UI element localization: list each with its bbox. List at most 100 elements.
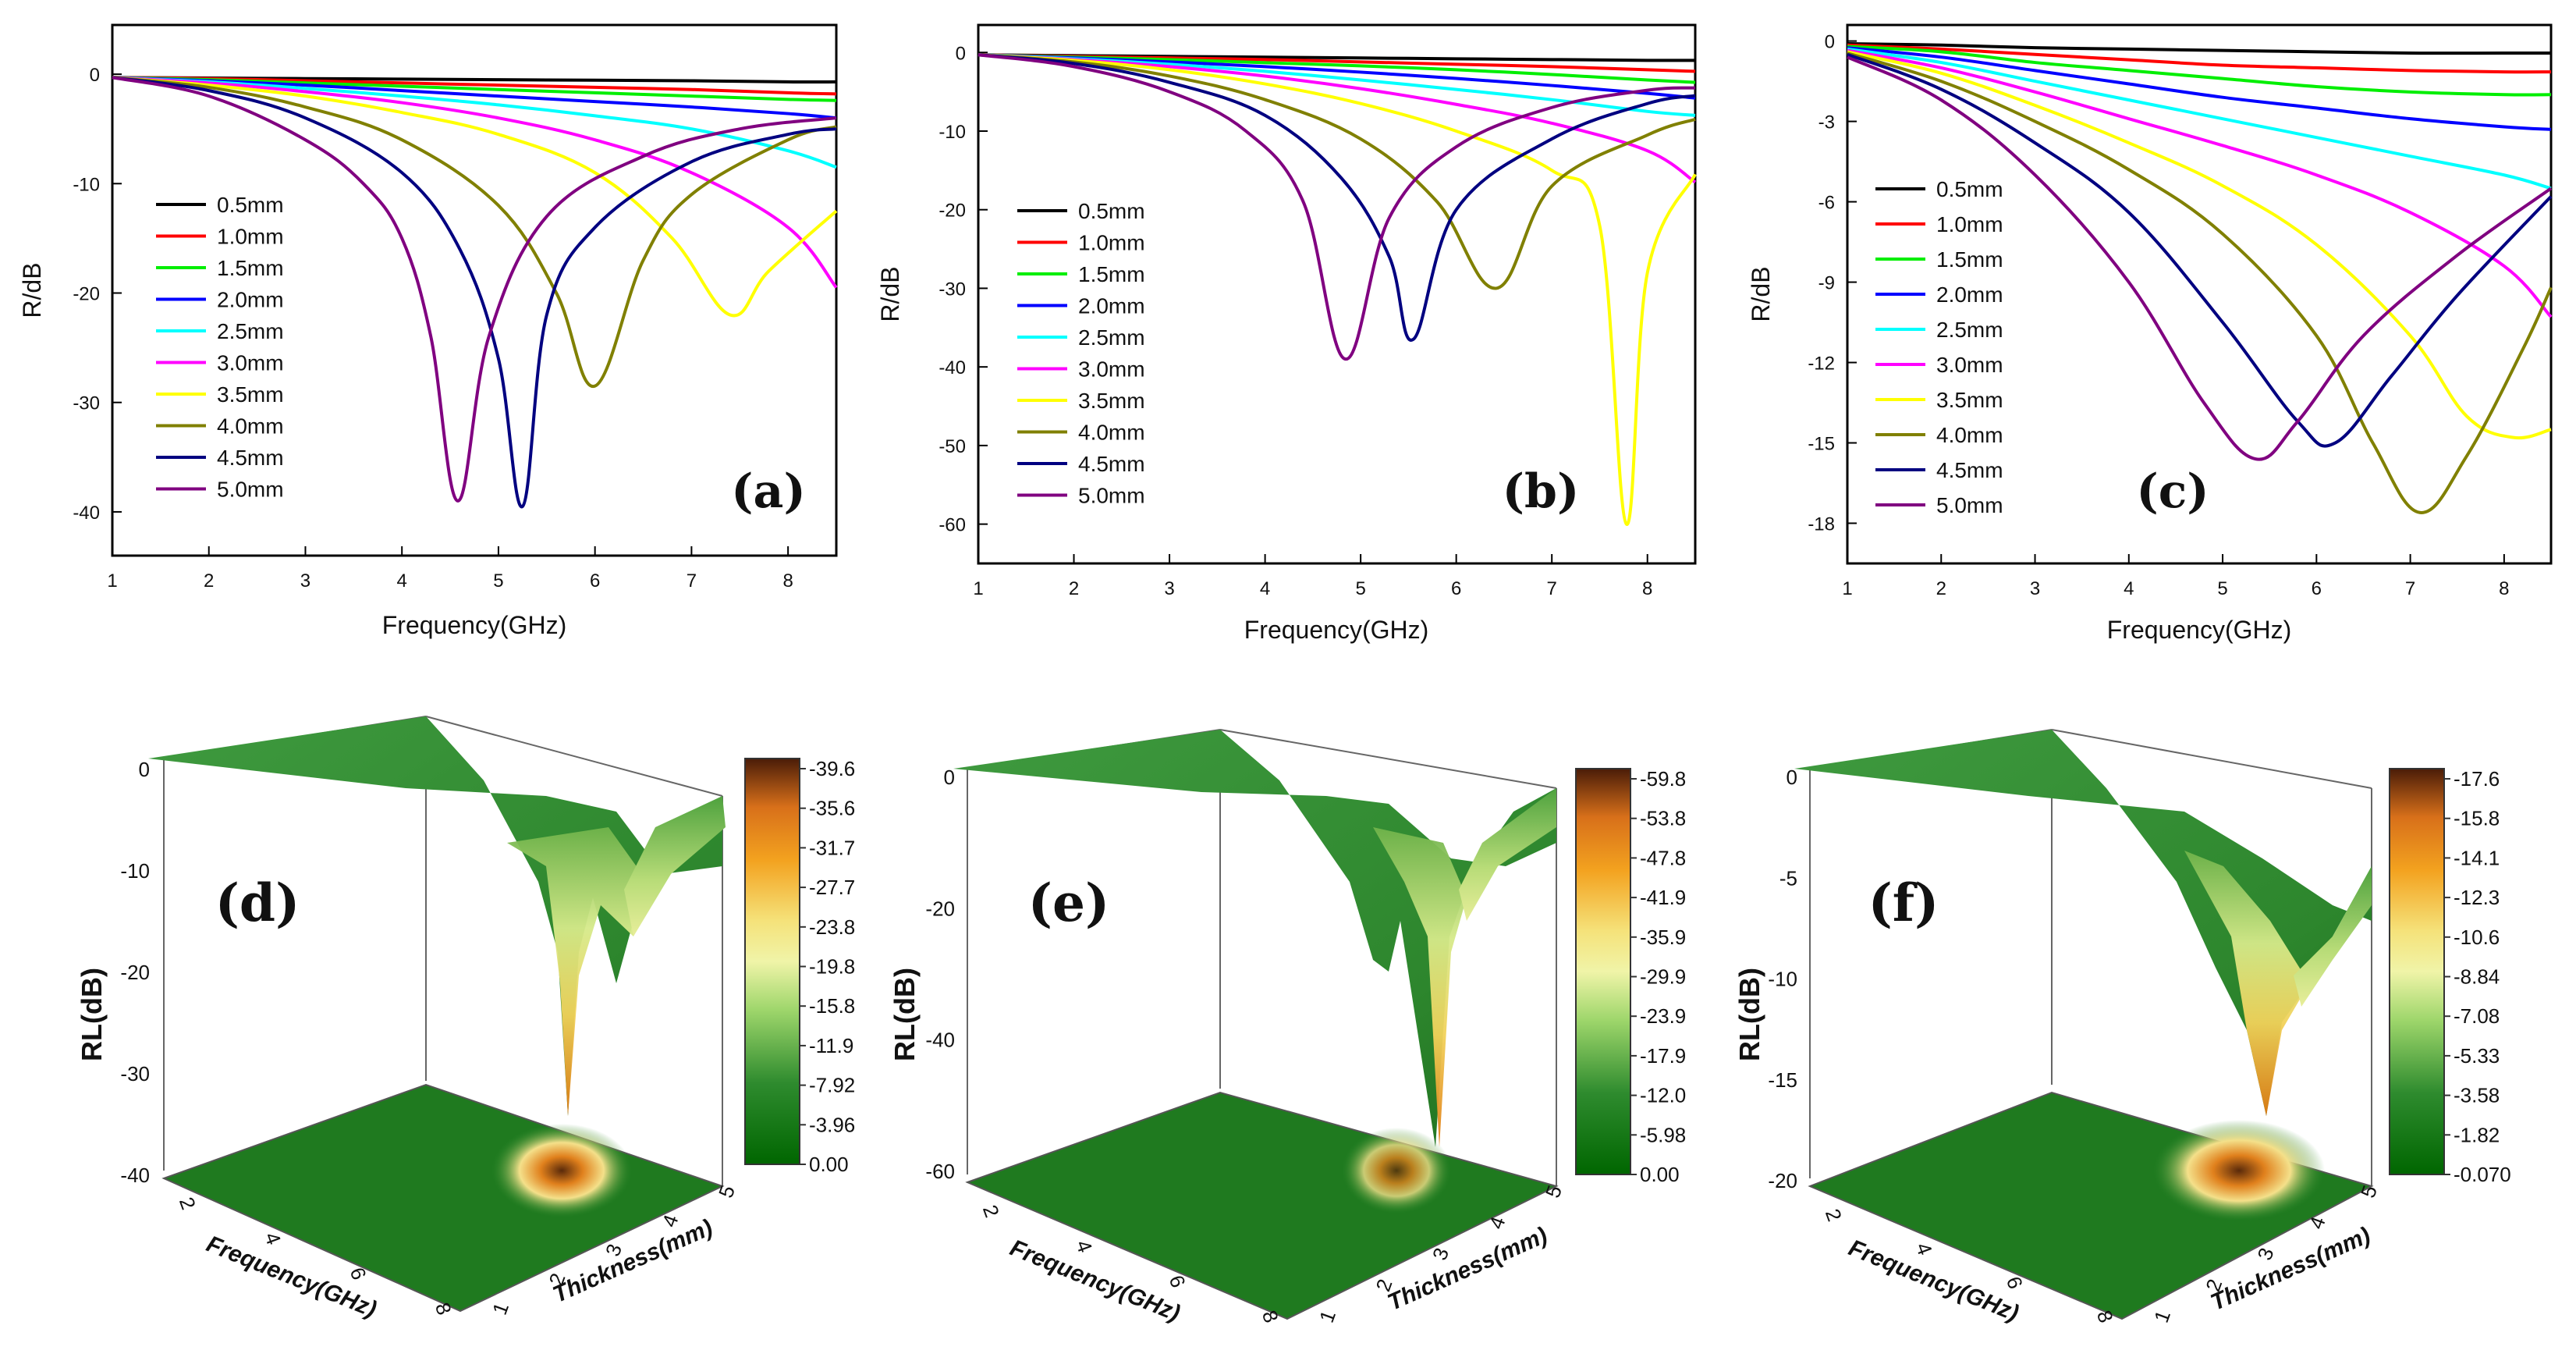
y-axis-label-a: R/dB xyxy=(18,262,46,318)
colorbar-label: -12.0 xyxy=(1640,1084,1686,1107)
colorbar-label: -11.9 xyxy=(809,1034,853,1057)
colorbar-label: -3.96 xyxy=(809,1113,855,1136)
colorbar-d xyxy=(744,758,800,1165)
x-axis-label-b: Frequency(GHz) xyxy=(1244,616,1429,644)
series-line-4.0mm xyxy=(978,53,1696,290)
x-tick-label: 8 xyxy=(782,570,793,592)
colorbar-label: -31.7 xyxy=(809,836,855,859)
colorbar-ticks-e: -59.8 -53.8 -47.8 -41.9 -35.9 -29.9 -23.9 -17.9… xyxy=(1630,767,1686,1186)
plot-frame-b xyxy=(977,23,1697,565)
y-tick-label: -3 xyxy=(1818,112,1835,133)
x-tick-label: 2 xyxy=(204,570,214,592)
colorbar-ticks-d: -39.6 -35.6 -31.7 -27.7 -23.8 -19.8 -15.8 -11.9… xyxy=(800,757,855,1176)
series-line-0.5mm xyxy=(1847,42,2551,55)
colorbar-label: -53.8 xyxy=(1640,807,1686,830)
legend-label: 3.0mm xyxy=(1936,353,2003,377)
series-line-1.0mm xyxy=(1847,43,2552,74)
z-ticks-f: 0 -5 -10 -15 -20 xyxy=(1768,766,1797,1192)
x-tick-label: 7 xyxy=(687,570,697,592)
legend-label: 0.5mm xyxy=(1936,177,2003,201)
colorbar-label: -59.8 xyxy=(1640,767,1686,791)
x-tick-label: 5 xyxy=(1355,578,1365,599)
y-tick-label: -10 xyxy=(73,174,100,195)
z-ticks-d: 0 -10 -20 -30 -40 xyxy=(120,758,150,1187)
frame-line xyxy=(1219,729,1557,789)
x-axis-label-c: Frequency(GHz) xyxy=(2107,616,2292,644)
surface-e xyxy=(953,730,1556,1147)
x-tick-label: 6 xyxy=(590,570,600,592)
x-tick-label: 8 xyxy=(1258,1307,1283,1326)
colorbar-label: -12.3 xyxy=(2454,886,2500,909)
colorbar-label: -47.8 xyxy=(1640,846,1686,869)
y-tick-label: -30 xyxy=(939,279,966,300)
z-axis-label-e: RL(dB) xyxy=(889,968,921,1061)
z-tick-label: -60 xyxy=(925,1160,955,1183)
x-tick-label: 3 xyxy=(2030,578,2040,599)
panel-label-e: (e) xyxy=(1028,872,1109,933)
floor-d xyxy=(161,1083,725,1313)
x-tick-label: 4 xyxy=(2124,578,2134,599)
legend-label: 0.5mm xyxy=(1078,199,1145,223)
y-tick-label: -50 xyxy=(939,436,966,457)
x-tick-label: 4 xyxy=(1071,1237,1097,1256)
ridge-d xyxy=(624,796,726,936)
z-axis-label-d: RL(dB) xyxy=(76,968,108,1061)
legend-label: 4.5mm xyxy=(1936,458,2003,482)
series-group-a xyxy=(112,76,838,508)
tick-group-b: 1 2 3 4 5 6 7 8 0 -10 -20 -30 -40 -50 -60 xyxy=(939,43,1652,599)
legend-label: 3.5mm xyxy=(1936,388,2003,412)
x-tick-label: 7 xyxy=(1547,578,1557,599)
y-tick-label: -10 xyxy=(939,122,966,143)
panel-label-a: (a) xyxy=(731,464,806,519)
z-axis-label-f: RL(dB) xyxy=(1733,968,1765,1061)
series-group-c xyxy=(1847,42,2553,514)
panel-label-f: (f) xyxy=(1868,872,1939,933)
series-group-b xyxy=(978,53,1697,526)
colorbar-label: -17.6 xyxy=(2454,767,2500,791)
colorbar-label: -19.8 xyxy=(809,955,855,979)
legend-label: 1.5mm xyxy=(1936,247,2003,272)
legend-label: 2.5mm xyxy=(1936,318,2003,342)
colorbar-label: -41.9 xyxy=(1640,886,1686,909)
z-tick-label: 0 xyxy=(944,766,955,789)
series-line-3.0mm xyxy=(1847,48,2553,318)
colorbar-label: -0.070 xyxy=(2454,1163,2511,1186)
legend-label: 2.5mm xyxy=(1078,325,1145,350)
series-line-4.0mm xyxy=(1847,52,2553,514)
panel-label-b: (b) xyxy=(1503,464,1580,519)
colorbar-label: -27.7 xyxy=(809,876,855,899)
y-tick-label: 3 xyxy=(1428,1245,1453,1263)
y-tick-label: -18 xyxy=(1808,514,1835,535)
legend-label: 2.0mm xyxy=(1936,282,2003,307)
y-tick-label: 4 xyxy=(1484,1213,1510,1232)
legend-label: 4.0mm xyxy=(1078,421,1145,445)
z-tick-label: -10 xyxy=(120,859,150,883)
frame-line xyxy=(2051,729,2372,789)
series-line-4.0mm xyxy=(112,76,837,388)
y-tick-label: -15 xyxy=(1808,434,1835,455)
colorbar-label: 0.00 xyxy=(809,1153,849,1176)
colorbar-label: -5.98 xyxy=(1640,1123,1686,1146)
legend-label: 3.0mm xyxy=(217,351,284,375)
y-tick-label: 0 xyxy=(1825,32,1835,53)
well-f xyxy=(2184,851,2309,1116)
legend-label: 4.5mm xyxy=(1078,452,1145,476)
legend-label: 2.5mm xyxy=(217,319,284,343)
x-tick-label: 3 xyxy=(1164,578,1174,599)
colorbar-label: -23.8 xyxy=(809,915,855,939)
series-line-5.0mm xyxy=(978,53,1696,361)
z-tick-label: -20 xyxy=(120,961,150,984)
floor-hotspot-f xyxy=(2153,1120,2325,1221)
z-tick-label: -20 xyxy=(1768,1169,1797,1192)
y-tick-label: -40 xyxy=(73,503,100,524)
y-tick-label: -60 xyxy=(939,515,966,536)
legend-label: 3.5mm xyxy=(217,382,284,407)
z-tick-label: -20 xyxy=(925,897,955,920)
well-d xyxy=(507,827,648,1116)
x-tick-label: 2 xyxy=(1069,578,1079,599)
legend-label: 5.0mm xyxy=(1078,484,1145,508)
z-tick-label: -10 xyxy=(1768,968,1797,991)
